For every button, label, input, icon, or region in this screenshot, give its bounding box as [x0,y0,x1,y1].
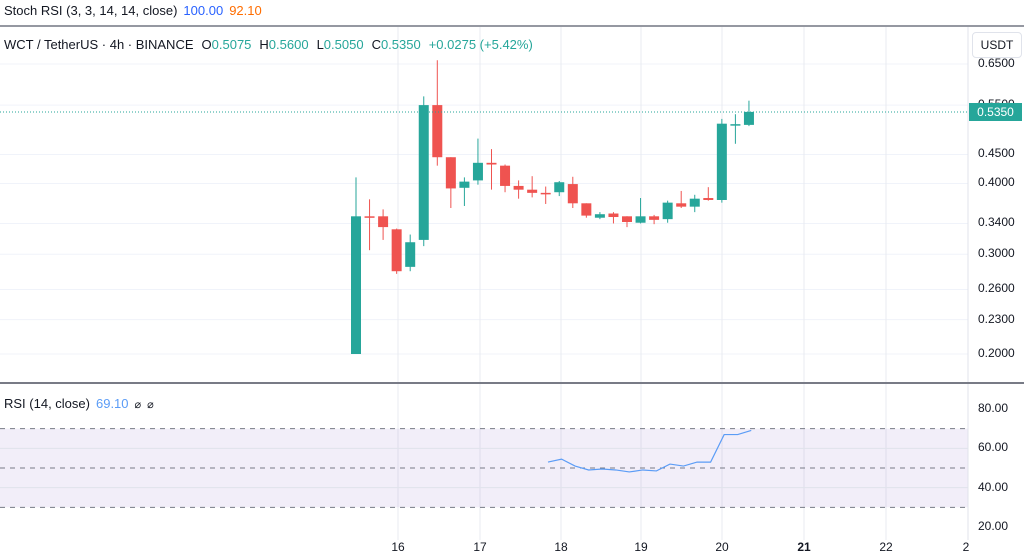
time-axis-label: 20 [715,540,729,554]
price-axis-label: 0.2600 [978,281,1015,296]
candle [676,203,687,207]
candle [540,192,551,195]
candle [622,216,632,222]
price-axis-label: 0.4500 [978,146,1015,161]
candle [500,165,511,186]
open-value: 0.5075 [211,37,252,52]
candle [351,216,361,354]
candle [486,162,497,165]
candle [459,181,470,188]
candle [472,162,483,181]
rsi-value: 69.10 [95,396,129,411]
candle [378,216,389,228]
stoch-rsi-label: Stoch RSI (3, 3, 14, 14, close) [4,3,178,18]
candle [418,105,429,240]
candle [581,203,592,216]
high-value: 0.5600 [268,37,309,52]
price-axis-label: 0.4000 [978,175,1015,190]
low-value: 0.5050 [323,37,364,52]
rsi-axis-label: 80.00 [978,401,1009,415]
candle [554,182,565,193]
candle [649,216,660,220]
pane-separator-rsi[interactable] [0,382,1024,384]
candle [364,216,375,218]
candle [513,185,524,190]
stoch-rsi-d-value: 92.10 [229,3,262,18]
time-axis-label: 2 [962,540,970,554]
candle [527,189,538,193]
price-axis-label: 0.2000 [978,346,1015,360]
rsi-axis-label: 60.00 [978,440,1009,455]
candle [405,242,416,267]
price-axis-label: 0.2300 [978,311,1015,326]
candle [635,216,646,223]
candle [703,198,714,200]
rsi-axis-label: 40.00 [978,479,1009,494]
candle [716,123,727,200]
rsi-label: RSI (14, close) [4,396,90,411]
rsi-legend[interactable]: RSI (14, close) 69.10 ⌀ ⌀ [4,396,154,411]
candle [567,184,578,204]
candle [608,213,619,218]
last-price-tag: 0.5350 [969,103,1022,121]
rsi-axis-label: 20.00 [978,519,1009,533]
main-series-legend[interactable]: WCT / TetherUS · 4h · BINANCE O0.5075 H0.5… [4,37,533,52]
time-axis-label: 18 [554,540,568,554]
stoch-rsi-k-value: 100.00 [183,3,224,18]
currency-button[interactable]: USDT [972,32,1022,58]
symbol-label: WCT / TetherUS · 4h · BINANCE [4,37,194,52]
rsi-band [0,428,968,508]
close-value: 0.5350 [380,37,421,52]
candle [432,105,443,158]
change-value: +0.0275 (+5.42%) [428,37,533,52]
candle [594,214,605,218]
price-axis-label: 0.3400 [978,215,1015,230]
hidden-value-icon: ⌀ [134,399,142,411]
candle [730,124,741,126]
time-axis-label: 17 [473,540,487,554]
candle [689,198,700,207]
time-axis-label: 21 [797,540,811,554]
candle [391,229,402,272]
rsi-line [547,429,752,473]
candle [445,157,456,189]
time-axis-label: 16 [391,540,405,554]
candle [662,202,673,220]
time-axis-label: 19 [634,540,648,554]
candle [743,111,754,125]
hidden-value-icon: ⌀ [147,399,154,411]
candlesticks [351,60,754,354]
stoch-rsi-legend[interactable]: Stoch RSI (3, 3, 14, 14, close) 100.00 92.… [4,3,262,18]
price-axis-label: 0.3000 [978,246,1015,261]
pane-separator-top[interactable] [0,25,1024,27]
time-axis-label: 22 [879,540,893,554]
price-axis-label: 0.6500 [978,56,1015,70]
